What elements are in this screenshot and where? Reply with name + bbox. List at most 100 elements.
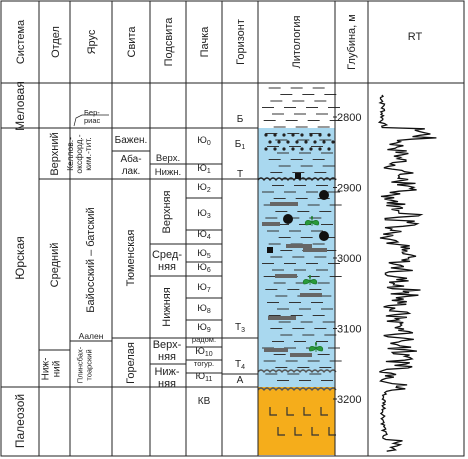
organic-dot: [291, 147, 295, 151]
system-jurassic: Юрская: [13, 236, 27, 279]
stage-berrias: Бер-риас: [84, 108, 101, 125]
depth-tick-2800: 2800: [337, 112, 361, 124]
system-cretaceous: Меловая: [13, 81, 27, 131]
text-line: тоарский: [85, 349, 94, 380]
department-lower: Ниж-ний: [41, 358, 63, 381]
pack-10: радом.: [192, 335, 216, 344]
system-paleozoic: Палеозой: [13, 394, 27, 448]
depth-tick-2900: 2900: [337, 183, 361, 195]
plant-fossil-icon: [302, 274, 318, 285]
row-dividers: [1, 127, 258, 388]
organic-dot: [313, 140, 317, 144]
horizon-0: Б: [237, 114, 244, 125]
text-line: лак.: [122, 166, 141, 177]
pack-subscript: 11: [205, 376, 212, 383]
organic-dot: [309, 147, 313, 151]
stage-callovian-oxfordian: Келлов.-оксфорд.-ким.-тит.: [65, 134, 93, 173]
pack-subscript: 7: [207, 287, 211, 294]
text-line: ний: [52, 361, 63, 378]
basement-symbol: [286, 407, 294, 416]
header-row: Система Отдел Ярус Свита Подсвита Пачка …: [15, 14, 423, 70]
header-suite: Свита: [126, 26, 138, 58]
organic-dot: [327, 133, 331, 137]
depth-tick-3200: 3200: [337, 394, 361, 406]
text-line: ким.-тит.: [83, 137, 93, 170]
basement-symbol: [277, 427, 285, 436]
siltstone-lens: [303, 248, 327, 252]
rt-log-curve: [377, 94, 437, 452]
suite-gorelaya: Горелая: [125, 342, 137, 384]
text-line: оксфорд.-: [74, 134, 84, 173]
basement-symbol: [320, 407, 328, 416]
lithology-symbols: [257, 87, 342, 436]
basement-symbol: [303, 407, 311, 416]
organic-dot: [295, 140, 299, 144]
pack-subscript: 10: [205, 351, 213, 358]
plant-fossil-icon: [308, 341, 324, 352]
horizon-subscript: 4: [241, 364, 245, 371]
subsuite-lower-abalak: Нижн.: [155, 167, 181, 178]
cretaceous-shale: [258, 83, 335, 128]
pack-subscript: 3: [207, 213, 211, 220]
organic-dot: [273, 147, 277, 151]
organic-dot: [264, 147, 268, 151]
text-line: Верх-: [153, 339, 182, 351]
stage-bajocian-bathonian: Байосский – батский: [85, 207, 97, 312]
horizon-3: Т3: [235, 322, 245, 334]
header-subsuite: Подсвита: [163, 17, 175, 67]
unconformity-line: [257, 369, 337, 374]
depth-column: 280029003000310032003300: [333, 112, 361, 406]
organic-dot: [327, 147, 331, 151]
text-line: няя: [158, 261, 176, 273]
pack-subscript: 5: [207, 253, 211, 260]
department-upper: Верхний: [49, 132, 61, 175]
pack-subscript: 9: [207, 327, 211, 334]
organic-dot: [322, 140, 326, 144]
organic-dot: [318, 147, 322, 151]
organic-dot: [282, 147, 286, 151]
basement-symbol: [294, 427, 302, 436]
stage-column: Бер-риас Келлов.-оксфорд.-ким.-тит. Байо…: [65, 108, 109, 383]
pack-subscript: 8: [207, 308, 211, 315]
depth-tick-3000: 3000: [337, 253, 361, 265]
organic-dot: [277, 140, 281, 144]
subsuite-upper-abalak: Верх.: [156, 153, 180, 164]
paleozoic-basement: [258, 387, 335, 455]
depth-tick-3100: 3100: [337, 324, 361, 336]
suite-tyumen: Тюменская: [125, 230, 137, 287]
basement-symbol: [269, 407, 277, 416]
text-line: Бер-: [84, 108, 100, 117]
subsuite-middle-tyumen: Сред-няя: [152, 249, 182, 273]
organic-dot: [291, 133, 295, 137]
header-lithology: Литология: [291, 15, 303, 68]
basement-symbol: [311, 427, 319, 436]
pack-subscript: 2: [207, 187, 211, 194]
department-middle: Средний: [49, 243, 61, 288]
plant-fossil-icon: [304, 215, 320, 226]
siltstone-lens: [275, 274, 297, 278]
pack-14: КВ: [198, 396, 211, 407]
organic-dot: [304, 140, 308, 144]
text-line: няя: [158, 378, 176, 390]
header-horizon: Горизонт: [235, 19, 247, 65]
text-line: Келлов.-: [65, 137, 75, 171]
horizon-2: Т: [237, 169, 243, 180]
concretion-icon: [319, 231, 329, 241]
pack-subscript: 6: [207, 267, 211, 274]
siltstone-lens: [268, 316, 296, 320]
suite-bazhenov: Бажен.: [115, 135, 148, 146]
text-line: риас: [84, 116, 101, 125]
text-line: Сред-: [152, 249, 182, 261]
pyrite-icon: [267, 247, 273, 253]
pack-subscript: 0: [207, 140, 211, 147]
organic-dot: [300, 133, 304, 137]
suite-abalak: Аба-лак.: [120, 153, 141, 177]
stage-aalenian: Аален: [79, 331, 104, 341]
siltstone-lens: [290, 353, 312, 357]
header-department: Отдел: [50, 26, 62, 58]
horizon-subscript: 3: [241, 327, 245, 334]
siltstone-lens: [286, 244, 312, 248]
organic-dot: [309, 133, 313, 137]
